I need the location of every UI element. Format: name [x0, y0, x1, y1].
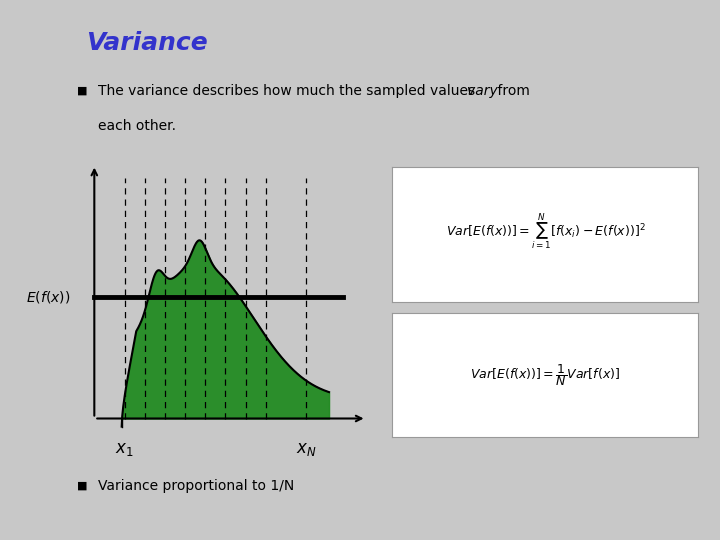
- Text: The variance describes how much the sampled values: The variance describes how much the samp…: [99, 84, 480, 98]
- Text: vary: vary: [467, 84, 498, 98]
- Text: $Var[E(f(x))]=\sum_{i=1}^{N}[f(x_i)-E(f(x))]^2$: $Var[E(f(x))]=\sum_{i=1}^{N}[f(x_i)-E(f(…: [446, 212, 645, 252]
- Text: ■: ■: [77, 86, 88, 96]
- Text: ■: ■: [77, 481, 88, 491]
- Text: from: from: [493, 84, 530, 98]
- Text: $Var[E(f(x))]=\dfrac{1}{N}Var[f(x)]$: $Var[E(f(x))]=\dfrac{1}{N}Var[f(x)]$: [470, 362, 621, 388]
- Text: $x_N$: $x_N$: [296, 440, 316, 458]
- Text: each other.: each other.: [99, 119, 176, 133]
- Text: $x_1$: $x_1$: [115, 440, 134, 458]
- Text: Variance proportional to 1/N: Variance proportional to 1/N: [99, 479, 294, 493]
- Text: $E(f(x))$: $E(f(x))$: [25, 289, 70, 305]
- Text: Variance: Variance: [86, 31, 208, 55]
